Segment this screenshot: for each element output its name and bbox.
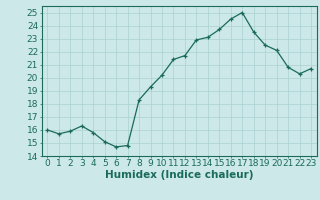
X-axis label: Humidex (Indice chaleur): Humidex (Indice chaleur) bbox=[105, 170, 253, 180]
